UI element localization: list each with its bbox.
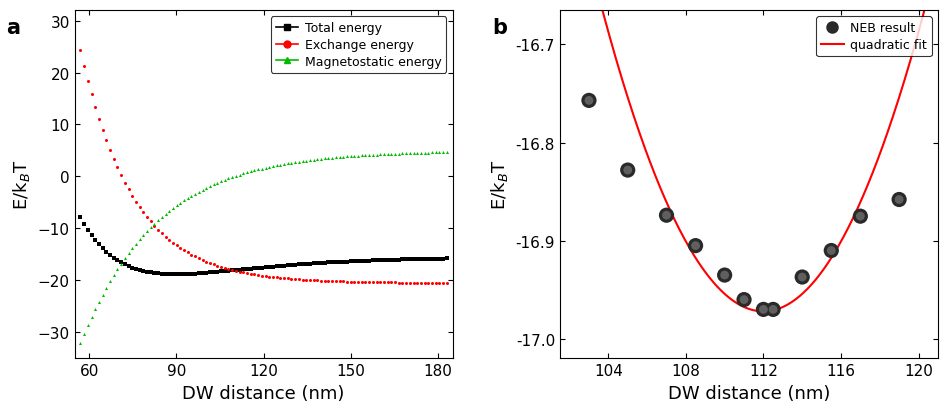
Text: a: a xyxy=(7,18,21,38)
Point xyxy=(824,248,839,254)
Point xyxy=(891,197,906,203)
X-axis label: DW distance (nm): DW distance (nm) xyxy=(668,384,830,402)
Y-axis label: E/k$_B$T: E/k$_B$T xyxy=(489,160,510,210)
Y-axis label: E/k$_B$T: E/k$_B$T xyxy=(11,160,32,210)
Point xyxy=(824,248,839,254)
Point xyxy=(794,274,809,281)
Legend: Total energy, Exchange energy, Magnetostatic energy: Total energy, Exchange energy, Magnetost… xyxy=(270,17,446,74)
Point xyxy=(755,306,771,313)
Point xyxy=(688,243,703,249)
Legend: NEB result, quadratic fit: NEB result, quadratic fit xyxy=(816,17,932,57)
X-axis label: DW distance (nm): DW distance (nm) xyxy=(182,384,344,402)
Point xyxy=(688,243,703,249)
Point xyxy=(620,167,635,174)
Point xyxy=(582,98,597,104)
Point xyxy=(582,98,597,104)
Point xyxy=(766,306,781,313)
Point xyxy=(717,272,733,279)
Point xyxy=(659,212,674,219)
Point xyxy=(891,197,906,203)
Point xyxy=(717,272,733,279)
Point xyxy=(736,297,752,303)
Point xyxy=(755,306,771,313)
Point xyxy=(659,212,674,219)
Text: b: b xyxy=(492,18,507,38)
Point xyxy=(620,167,635,174)
Point xyxy=(853,214,868,220)
Point xyxy=(794,274,809,281)
Point xyxy=(736,297,752,303)
Point xyxy=(853,214,868,220)
Point xyxy=(766,306,781,313)
